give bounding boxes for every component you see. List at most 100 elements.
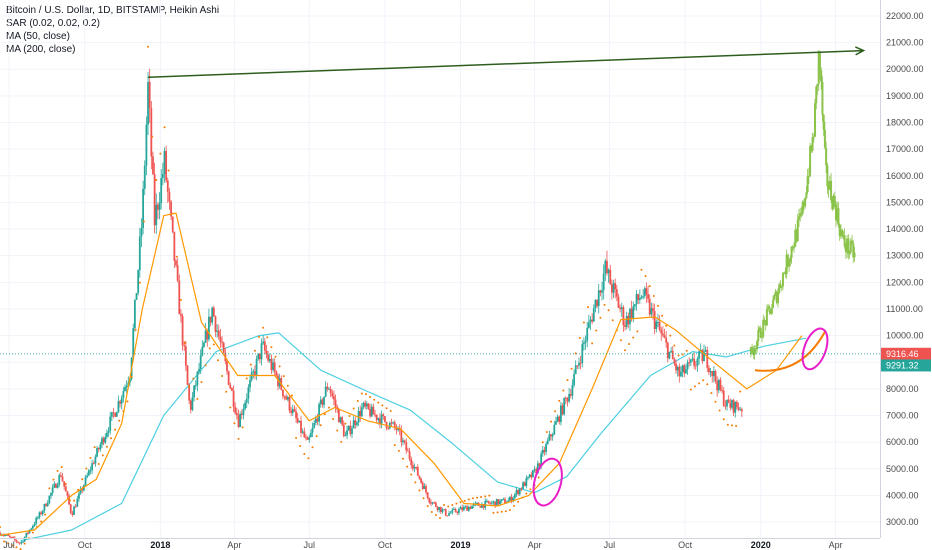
projection-body bbox=[801, 201, 804, 214]
sar-dot bbox=[389, 410, 392, 413]
candle-body bbox=[183, 345, 186, 347]
sar-dot bbox=[303, 453, 306, 456]
candle-body bbox=[556, 416, 559, 422]
sar-dot bbox=[323, 413, 326, 416]
sar-dot bbox=[278, 365, 281, 368]
projection-body bbox=[852, 243, 855, 258]
candle-body bbox=[607, 269, 610, 274]
candle-body bbox=[306, 437, 309, 440]
candle-body bbox=[678, 366, 681, 377]
candle-body bbox=[360, 407, 363, 417]
sar-dot bbox=[693, 385, 696, 388]
legend-title: Bitcoin / U.S. Dollar, 1D, BITSTAMP, Hei… bbox=[6, 5, 220, 16]
sar-dot bbox=[541, 441, 544, 444]
sar-dot bbox=[730, 424, 733, 427]
projection-body bbox=[800, 213, 803, 215]
sar-dot bbox=[274, 355, 277, 358]
sar-dot bbox=[216, 359, 219, 362]
candle-body bbox=[566, 398, 569, 402]
projection-body bbox=[762, 319, 765, 337]
candle-body bbox=[665, 337, 668, 343]
projection-body bbox=[832, 195, 835, 210]
projection-body bbox=[765, 309, 768, 326]
sar-dot bbox=[336, 429, 339, 432]
sar-dot bbox=[619, 339, 622, 342]
candle-body bbox=[599, 290, 602, 293]
candle-body bbox=[356, 422, 358, 425]
x-tick-label: Oct bbox=[678, 540, 693, 550]
projection-body bbox=[763, 319, 766, 321]
candle-body bbox=[425, 486, 427, 493]
candle-body bbox=[696, 358, 699, 366]
x-tick-label: 2020 bbox=[751, 540, 771, 550]
ma50-line bbox=[0, 212, 803, 536]
sar-dot bbox=[356, 399, 359, 402]
candle-body bbox=[681, 365, 684, 372]
sar-dot bbox=[163, 126, 166, 129]
projection-body bbox=[804, 198, 807, 207]
sar-dot bbox=[447, 505, 450, 508]
sar-dot bbox=[64, 482, 67, 485]
candle-body bbox=[553, 424, 556, 435]
sar-dot bbox=[685, 349, 688, 352]
y-tick-label: 7000.00 bbox=[886, 410, 919, 420]
projection-body bbox=[830, 180, 833, 200]
candle-body bbox=[444, 509, 447, 516]
candle-body bbox=[423, 486, 426, 489]
candle-body bbox=[53, 483, 56, 488]
projection-body bbox=[770, 307, 773, 314]
sar-dot bbox=[529, 488, 532, 491]
y-tick-label: 10000.00 bbox=[886, 331, 924, 341]
candle-body bbox=[267, 354, 270, 361]
candle-body bbox=[390, 422, 393, 424]
candle-body bbox=[653, 311, 656, 330]
candle-body bbox=[543, 449, 546, 453]
price-badge-green bbox=[881, 359, 931, 372]
candle-body bbox=[610, 284, 613, 293]
candle-body bbox=[152, 156, 154, 174]
candle-body bbox=[204, 330, 207, 343]
candle-body bbox=[448, 513, 450, 516]
candle-body bbox=[99, 444, 102, 450]
candle-body bbox=[33, 523, 36, 526]
candle-body bbox=[438, 507, 441, 510]
candle-body bbox=[379, 418, 381, 425]
candle-body bbox=[525, 477, 528, 487]
candle-body bbox=[426, 492, 429, 499]
candle-body bbox=[632, 306, 635, 319]
projection-body bbox=[780, 286, 783, 288]
candle-body bbox=[693, 358, 696, 366]
projection-body bbox=[802, 201, 805, 207]
candle-body bbox=[189, 400, 192, 410]
sar-dot bbox=[332, 418, 335, 421]
sar-dot bbox=[73, 499, 76, 502]
candle-body bbox=[536, 463, 539, 474]
sar-dot bbox=[204, 364, 207, 367]
candle-body bbox=[583, 342, 585, 345]
candle-body bbox=[106, 432, 108, 437]
sar-dot bbox=[155, 179, 158, 182]
candle-body bbox=[527, 476, 529, 478]
candle-body bbox=[668, 351, 671, 359]
projection-body bbox=[809, 145, 812, 176]
highlight-circle bbox=[801, 327, 829, 371]
candle-body bbox=[321, 399, 324, 405]
candle-body bbox=[456, 511, 459, 513]
candle-body bbox=[201, 346, 204, 356]
candle-body bbox=[630, 308, 633, 319]
candle-body bbox=[69, 504, 72, 513]
candle-body bbox=[579, 362, 582, 364]
sar-dot bbox=[299, 444, 302, 447]
candle-body bbox=[12, 537, 15, 539]
candle-body bbox=[133, 299, 136, 329]
sar-dot bbox=[282, 375, 285, 378]
candle-body bbox=[194, 385, 197, 387]
projection-body bbox=[785, 254, 788, 275]
candle-body bbox=[290, 410, 293, 414]
candle-body bbox=[513, 494, 516, 498]
sar-dot bbox=[739, 390, 742, 393]
candle-body bbox=[109, 416, 112, 431]
candle-body bbox=[734, 401, 737, 413]
sar-dot bbox=[673, 344, 676, 347]
